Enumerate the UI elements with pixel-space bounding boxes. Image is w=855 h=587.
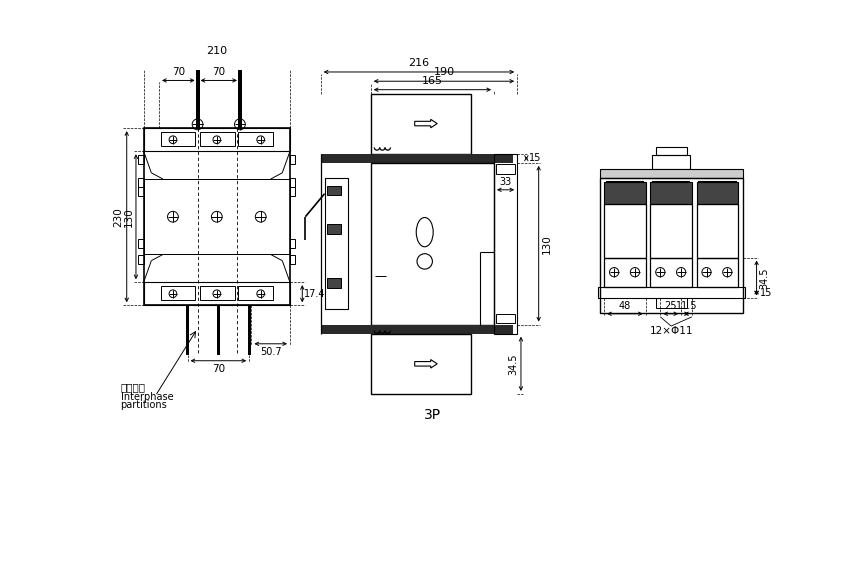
- Bar: [494, 154, 517, 334]
- Bar: [371, 163, 494, 325]
- Text: 相间隔板: 相间隔板: [121, 382, 145, 392]
- Bar: [604, 204, 646, 258]
- Text: 11.5: 11.5: [675, 301, 698, 311]
- Text: 17.4: 17.4: [304, 289, 325, 299]
- Text: 130: 130: [542, 234, 551, 254]
- Bar: [290, 155, 295, 164]
- Bar: [697, 204, 738, 258]
- Bar: [290, 239, 295, 248]
- Text: 130: 130: [124, 207, 133, 227]
- Bar: [139, 155, 144, 164]
- Text: Interphase: Interphase: [121, 392, 174, 402]
- Text: 70: 70: [212, 66, 226, 76]
- Text: 230: 230: [114, 207, 124, 227]
- Bar: [144, 128, 290, 151]
- Text: 25: 25: [664, 301, 677, 311]
- Text: 50.7: 50.7: [260, 347, 281, 357]
- Bar: [144, 128, 290, 305]
- Bar: [139, 255, 144, 265]
- Bar: [327, 278, 341, 288]
- Bar: [321, 154, 513, 163]
- Bar: [290, 187, 295, 196]
- Bar: [697, 258, 738, 287]
- Bar: [139, 187, 144, 196]
- Text: 15: 15: [528, 153, 541, 163]
- Bar: [496, 164, 515, 174]
- Bar: [290, 255, 295, 265]
- Bar: [200, 286, 234, 300]
- Text: 34.5: 34.5: [759, 267, 770, 289]
- Bar: [651, 204, 692, 258]
- Bar: [604, 258, 646, 287]
- Bar: [600, 178, 743, 313]
- Text: 15: 15: [759, 288, 772, 298]
- Bar: [161, 132, 195, 146]
- Text: 3P: 3P: [424, 408, 441, 421]
- Bar: [290, 178, 295, 187]
- Text: 33: 33: [499, 177, 511, 187]
- Text: 190: 190: [433, 68, 455, 77]
- Bar: [239, 132, 273, 146]
- Bar: [200, 132, 234, 146]
- Bar: [652, 155, 690, 169]
- Bar: [496, 314, 515, 323]
- Bar: [144, 179, 290, 255]
- Text: 210: 210: [206, 46, 227, 56]
- Bar: [656, 147, 687, 155]
- Text: 70: 70: [212, 364, 225, 374]
- Bar: [161, 286, 195, 300]
- Bar: [139, 178, 144, 187]
- Bar: [139, 239, 144, 248]
- Text: 12×Φ11: 12×Φ11: [649, 326, 693, 336]
- Bar: [217, 305, 220, 355]
- Bar: [371, 334, 471, 394]
- Bar: [144, 282, 290, 305]
- Bar: [248, 305, 251, 355]
- Text: 34.5: 34.5: [509, 353, 519, 375]
- Bar: [651, 258, 692, 287]
- Bar: [325, 178, 348, 309]
- Bar: [656, 298, 687, 308]
- Text: 48: 48: [619, 301, 631, 311]
- Bar: [600, 169, 743, 178]
- Text: 70: 70: [172, 66, 185, 76]
- Bar: [239, 286, 273, 300]
- Bar: [651, 182, 692, 204]
- Bar: [327, 186, 341, 195]
- Bar: [196, 70, 200, 128]
- Bar: [604, 182, 646, 204]
- Bar: [371, 93, 471, 154]
- Text: 216: 216: [409, 58, 429, 68]
- Bar: [186, 305, 189, 355]
- Text: partitions: partitions: [121, 400, 168, 410]
- Bar: [327, 224, 341, 234]
- Bar: [598, 287, 745, 298]
- Bar: [239, 70, 242, 128]
- Bar: [321, 325, 513, 334]
- Text: 165: 165: [422, 76, 443, 86]
- Bar: [697, 182, 738, 204]
